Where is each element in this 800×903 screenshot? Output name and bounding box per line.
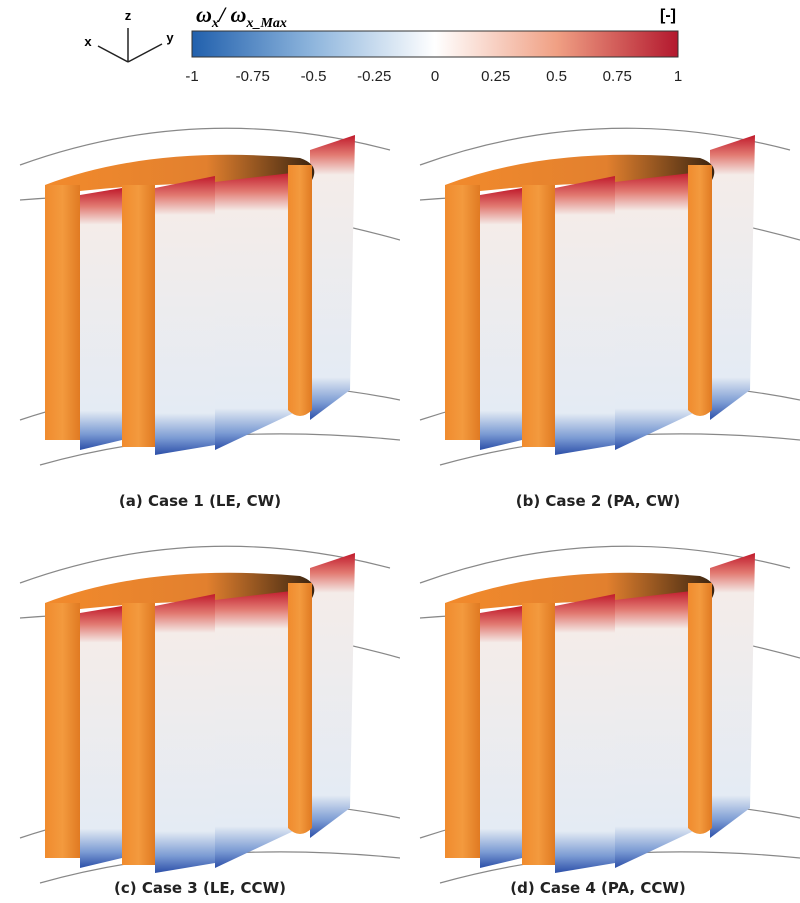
colorbar-tick-label: -1 bbox=[185, 68, 198, 85]
colorbar-tick-label: 0.25 bbox=[481, 68, 510, 85]
colorbar-unit: [-] bbox=[660, 7, 676, 24]
colorbar-tick-label: 0.75 bbox=[603, 68, 632, 85]
axis-triad bbox=[97, 28, 163, 63]
axis-x: x bbox=[84, 34, 92, 49]
colorbar-tick-label: 0.5 bbox=[546, 68, 567, 85]
caption: (b) Case 2 (PA, CW) bbox=[516, 492, 680, 510]
panel-image bbox=[19, 545, 400, 884]
colorbar-title: ωx/ ωx_Max bbox=[196, 2, 287, 31]
panel-image bbox=[419, 127, 800, 466]
caption: (c) Case 3 (LE, CCW) bbox=[114, 879, 286, 897]
axis-y: y bbox=[166, 30, 174, 45]
axis-z: z bbox=[125, 8, 132, 23]
colorbar-tick-label: 0 bbox=[431, 68, 439, 85]
panel-image bbox=[419, 545, 800, 884]
panel-image bbox=[19, 127, 400, 466]
caption: (d) Case 4 (PA, CCW) bbox=[510, 879, 685, 897]
colorbar-tick-label: -0.5 bbox=[301, 68, 327, 85]
colorbar-tick-label: -0.75 bbox=[236, 68, 270, 85]
colorbar-tick-label: -0.25 bbox=[357, 68, 391, 85]
colorbar-tick-label: 1 bbox=[674, 68, 682, 85]
caption: (a) Case 1 (LE, CW) bbox=[119, 492, 281, 510]
colorbar bbox=[191, 30, 679, 58]
